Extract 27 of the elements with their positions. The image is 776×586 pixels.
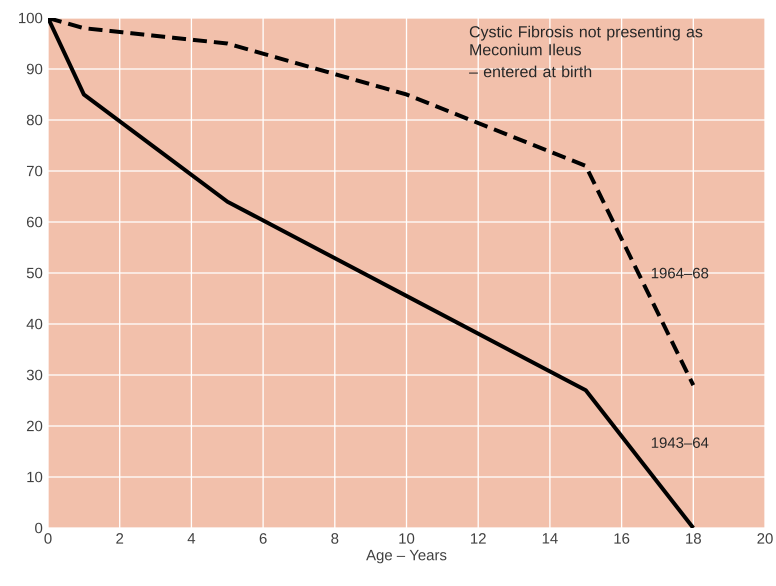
series-label: 1943–64 [652, 437, 708, 448]
x-tick-label: 4 [188, 533, 196, 544]
y-tick-label: 80 [26, 114, 42, 126]
x-tick-label: 0 [44, 533, 52, 544]
y-tick-label: 0 [35, 522, 42, 534]
y-tick-label: 90 [26, 64, 42, 74]
x-axis-title: Age – Years [366, 550, 446, 564]
y-tick-label: 100 [19, 12, 42, 24]
y-tick-label: 10 [27, 472, 42, 482]
x-tick-label: 6 [260, 533, 267, 544]
annotation: Cystic Fibrosis not presenting as Meconium Ileus [470, 26, 702, 56]
y-tick-label: 40 [26, 318, 42, 330]
x-tick-label: 8 [331, 533, 338, 544]
x-tick-label: 2 [116, 533, 124, 544]
y-tick-label: 20 [26, 420, 42, 432]
x-tick-label: 12 [471, 533, 486, 544]
y-tick-label: 50 [26, 268, 42, 278]
x-tick-label: 10 [399, 533, 414, 544]
x-tick-label: 18 [686, 533, 701, 544]
x-tick-label: 20 [757, 533, 773, 544]
x-tick-label: 16 [614, 533, 630, 544]
series-label: 1964–68 [652, 268, 708, 278]
annotation: – entered at birth [469, 66, 592, 78]
y-tick-label: 30 [26, 370, 42, 380]
x-tick-label: 14 [542, 533, 558, 544]
y-tick-label: 60 [26, 216, 42, 228]
y-tick-label: 70 [26, 166, 42, 176]
